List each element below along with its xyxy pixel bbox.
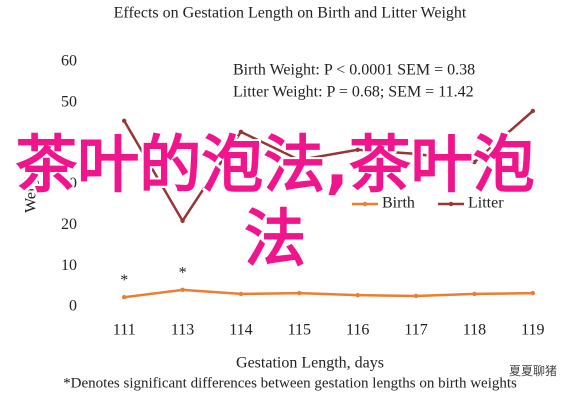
legend-label: Litter: [468, 195, 504, 212]
x-tick-label: 119: [521, 322, 544, 339]
data-point: [297, 157, 302, 163]
watermark: 夏夏聊猪: [508, 364, 557, 378]
y-axis-label: Weight: [23, 167, 40, 213]
y-tick-label: 40: [61, 134, 77, 151]
x-tick-label: 116: [346, 322, 369, 339]
chart-title: Effects on Gestation Length on Birth and…: [114, 5, 467, 22]
footnote: *Denotes significant differences between…: [63, 375, 517, 391]
data-point: [355, 292, 360, 298]
data-point: [530, 290, 536, 296]
significance-mark: *: [179, 265, 187, 282]
y-tick-label: 0: [69, 298, 77, 315]
y-tick-label: 10: [61, 257, 77, 274]
y-tick-label: 50: [61, 94, 77, 111]
data-point: [180, 287, 185, 293]
series-line: [123, 110, 534, 224]
y-tick-label: 60: [61, 53, 77, 70]
x-tick-label: 115: [288, 322, 311, 339]
data-point: [180, 218, 185, 224]
stat-note: Birth Weight: P < 0.0001 SEM = 0.38: [233, 62, 475, 79]
y-tick-label: 30: [61, 175, 77, 192]
x-tick-label: 113: [171, 322, 194, 339]
y-tick-label: 20: [61, 216, 77, 233]
x-tick-label: 118: [463, 322, 486, 339]
legend-marker: [448, 201, 454, 207]
data-point: [121, 295, 127, 300]
data-point: [238, 291, 244, 297]
x-tick-label: 117: [404, 322, 427, 339]
series-line: [124, 288, 533, 299]
legend-marker: [362, 201, 368, 207]
significance-mark: *: [120, 272, 128, 289]
data-point: [413, 151, 419, 157]
data-point: [355, 147, 360, 152]
data-point: [413, 293, 419, 299]
data-point: [297, 290, 302, 296]
legend-label: Birth: [382, 195, 415, 212]
data-point: [472, 291, 477, 297]
data-point: [121, 118, 127, 124]
x-axis-label: Gestation Length, days: [236, 355, 384, 372]
data-point: [238, 129, 244, 135]
x-tick-label: 111: [113, 322, 136, 339]
x-tick-label: 114: [229, 322, 252, 339]
data-point: [472, 159, 477, 165]
stat-note: Litter Weight: P = 0.68; SEM = 11.42: [233, 84, 474, 101]
data-point: [530, 108, 536, 114]
